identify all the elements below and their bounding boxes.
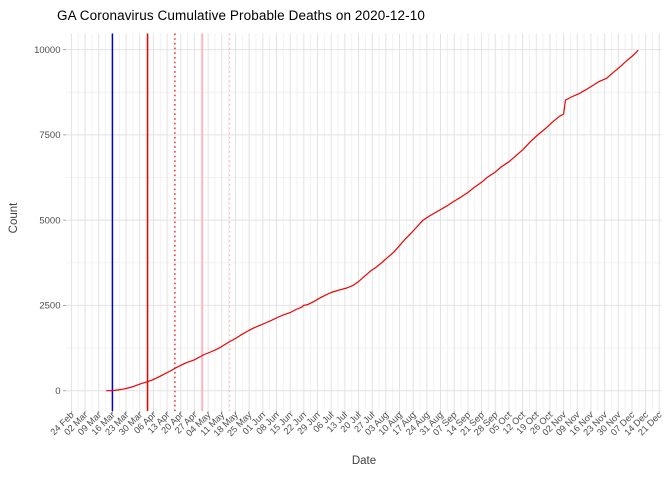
y-axis-title: Count <box>8 202 20 234</box>
svg-text:2500: 2500 <box>39 301 60 312</box>
svg-text:7500: 7500 <box>39 130 60 141</box>
svg-text:5000: 5000 <box>39 215 60 226</box>
x-axis-title: Date <box>351 455 377 467</box>
svg-text:10000: 10000 <box>34 45 60 56</box>
chart-title: GA Coronavirus Cumulative Probable Death… <box>57 8 425 23</box>
svg-text:0: 0 <box>55 386 60 397</box>
